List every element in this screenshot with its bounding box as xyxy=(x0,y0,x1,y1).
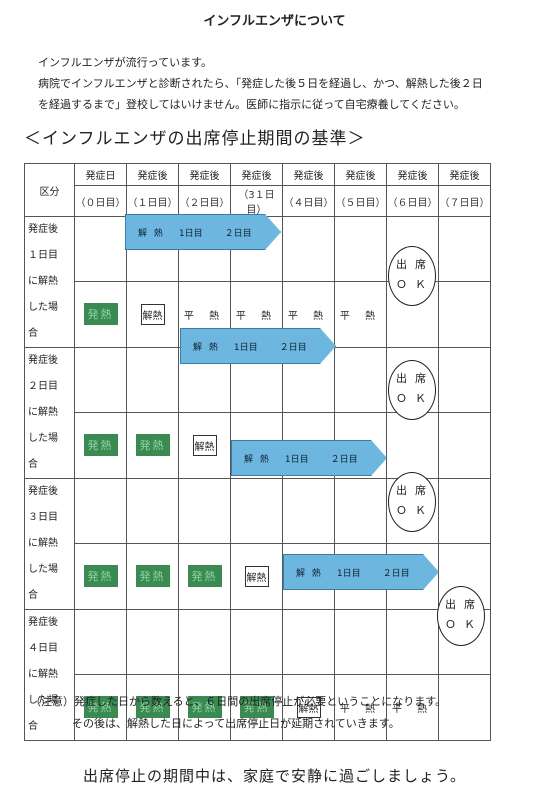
section-label: 発症後 ３日目 に解熱 した場 合 xyxy=(24,478,75,610)
intro-line-2: 病院でインフルエンザと診断されたら、「発症した後５日を経過し、かつ、解熱した後２… xyxy=(38,77,483,90)
caution-note: （注意）発症した日から数えると、６日間の出席停止が必要ということになります。 そ… xyxy=(30,691,446,735)
attendance-ok-stamp: 出席 ＯＫ xyxy=(388,246,436,306)
header-day-5: 発症後 xyxy=(334,163,387,186)
subheader-day-1: （１日目） xyxy=(126,185,179,217)
fever-cell: 発熱 xyxy=(239,696,274,719)
section-label: 発症後 １日目 に解熱 した場 合 xyxy=(24,216,75,348)
fever-cell: 発熱 xyxy=(83,303,118,326)
subheader-day-4: （４日目） xyxy=(282,185,335,217)
subheader-day-5: （５日目） xyxy=(334,185,387,217)
attendance-ok-stamp: 出席 ＯＫ xyxy=(388,360,436,420)
normal-temp-cell: 平 熱 xyxy=(339,310,382,322)
fever-resolved-cell: 解熱 xyxy=(140,303,165,325)
header-day-1: 発症後 xyxy=(126,163,179,186)
wait-period-arrow: 解 熱 1日目 ２日目 xyxy=(180,328,336,364)
wait-period-arrow: 解 熱 1日目 ２日目 xyxy=(283,554,439,590)
fever-cell: 発熱 xyxy=(135,434,170,457)
header-row: 区分 発症日 発症後 発症後 発症後 発症後 発症後 発症後 発症後 xyxy=(24,163,491,217)
caution-line-2: その後は、解熱した日によって出席停止日が延期されていきます。 xyxy=(72,717,400,730)
subheader-day-2: （２日目） xyxy=(178,185,231,217)
fever-cell: 発熱 xyxy=(135,696,170,719)
subheader-row: （０日目） （１日目） （２日目） （3１日目） （４日目） （５日目） （６日… xyxy=(25,185,491,217)
section-label: 発症後 ２日目 に解熱 した場 合 xyxy=(24,347,75,479)
attendance-ok-stamp: 出席 ＯＫ xyxy=(388,472,436,532)
intro-text: インフルエンザが流行っています。 病院でインフルエンザと診断されたら、「発症した… xyxy=(38,52,538,115)
header-corner: 区分 xyxy=(24,163,75,217)
fever-cell: 発熱 xyxy=(135,565,170,588)
header-day-3: 発症後 xyxy=(230,163,283,186)
section-label: 発症後 ４日目 に解熱 した場 合 xyxy=(24,609,75,741)
normal-temp-cell: 平 熱 xyxy=(287,310,330,322)
fever-resolved-cell: 解熱 xyxy=(192,434,217,456)
fever-cell: 発熱 xyxy=(187,696,222,719)
normal-temp-cell: 平 熱 xyxy=(183,310,226,322)
fever-cell: 発熱 xyxy=(187,565,222,588)
normal-temp-cell: 平 熱 xyxy=(339,703,382,715)
subheader-day-0: （０日目） xyxy=(74,185,127,217)
fever-cell: 発熱 xyxy=(83,565,118,588)
closing-message: 出席停止の期間中は、家庭で安静に過ごしましょう。 xyxy=(82,767,467,785)
table-row: 発症後 ４日目 に解熱 した場 合 xyxy=(24,609,491,741)
fever-resolved-cell: 解熱 xyxy=(296,696,321,718)
fever-cell: 発熱 xyxy=(83,696,118,719)
fever-resolved-cell: 解熱 xyxy=(244,565,269,587)
fever-cell: 発熱 xyxy=(83,434,118,457)
intro-line-1: インフルエンザが流行っています。 xyxy=(38,56,213,69)
header-day-0: 発症日 xyxy=(74,163,127,186)
wait-period-arrow: 解 熱 1日目 ２日目 xyxy=(125,214,281,250)
header-day-4: 発症後 xyxy=(282,163,335,186)
header-day-2: 発症後 xyxy=(178,163,231,186)
intro-line-3: を経過するまで」登校してはいけません。医師に指示に従って自宅療養してください。 xyxy=(38,98,465,111)
document-title: インフルエンザについて xyxy=(203,14,346,29)
normal-temp-cell: 平 熱 xyxy=(235,310,278,322)
header-day-6: 発症後 xyxy=(386,163,439,186)
table-row: 発熱 発熱 発熱 発熱 解熱 平 熱 平 熱 xyxy=(25,673,491,742)
section-subtitle: ＜インフルエンザの出席停止期間の基準＞ xyxy=(24,129,366,149)
subheader-day-6: （６日目） xyxy=(386,185,439,217)
table-row: 発症後 ３日目 に解熱 した場 合 xyxy=(24,478,491,610)
subheader-day-7: （７日目） xyxy=(438,185,491,217)
normal-temp-cell: 平 熱 xyxy=(391,703,434,715)
subheader-day-3: （3１日目） xyxy=(230,185,283,217)
header-day-7: 発症後 xyxy=(438,163,491,186)
attendance-ok-stamp: 出席 ＯＫ xyxy=(437,586,485,646)
caution-line-1: （注意）発症した日から数えると、６日間の出席停止が必要ということになります。 xyxy=(30,695,447,708)
wait-period-arrow: 解 熱 1日目 ２日目 xyxy=(231,440,387,476)
